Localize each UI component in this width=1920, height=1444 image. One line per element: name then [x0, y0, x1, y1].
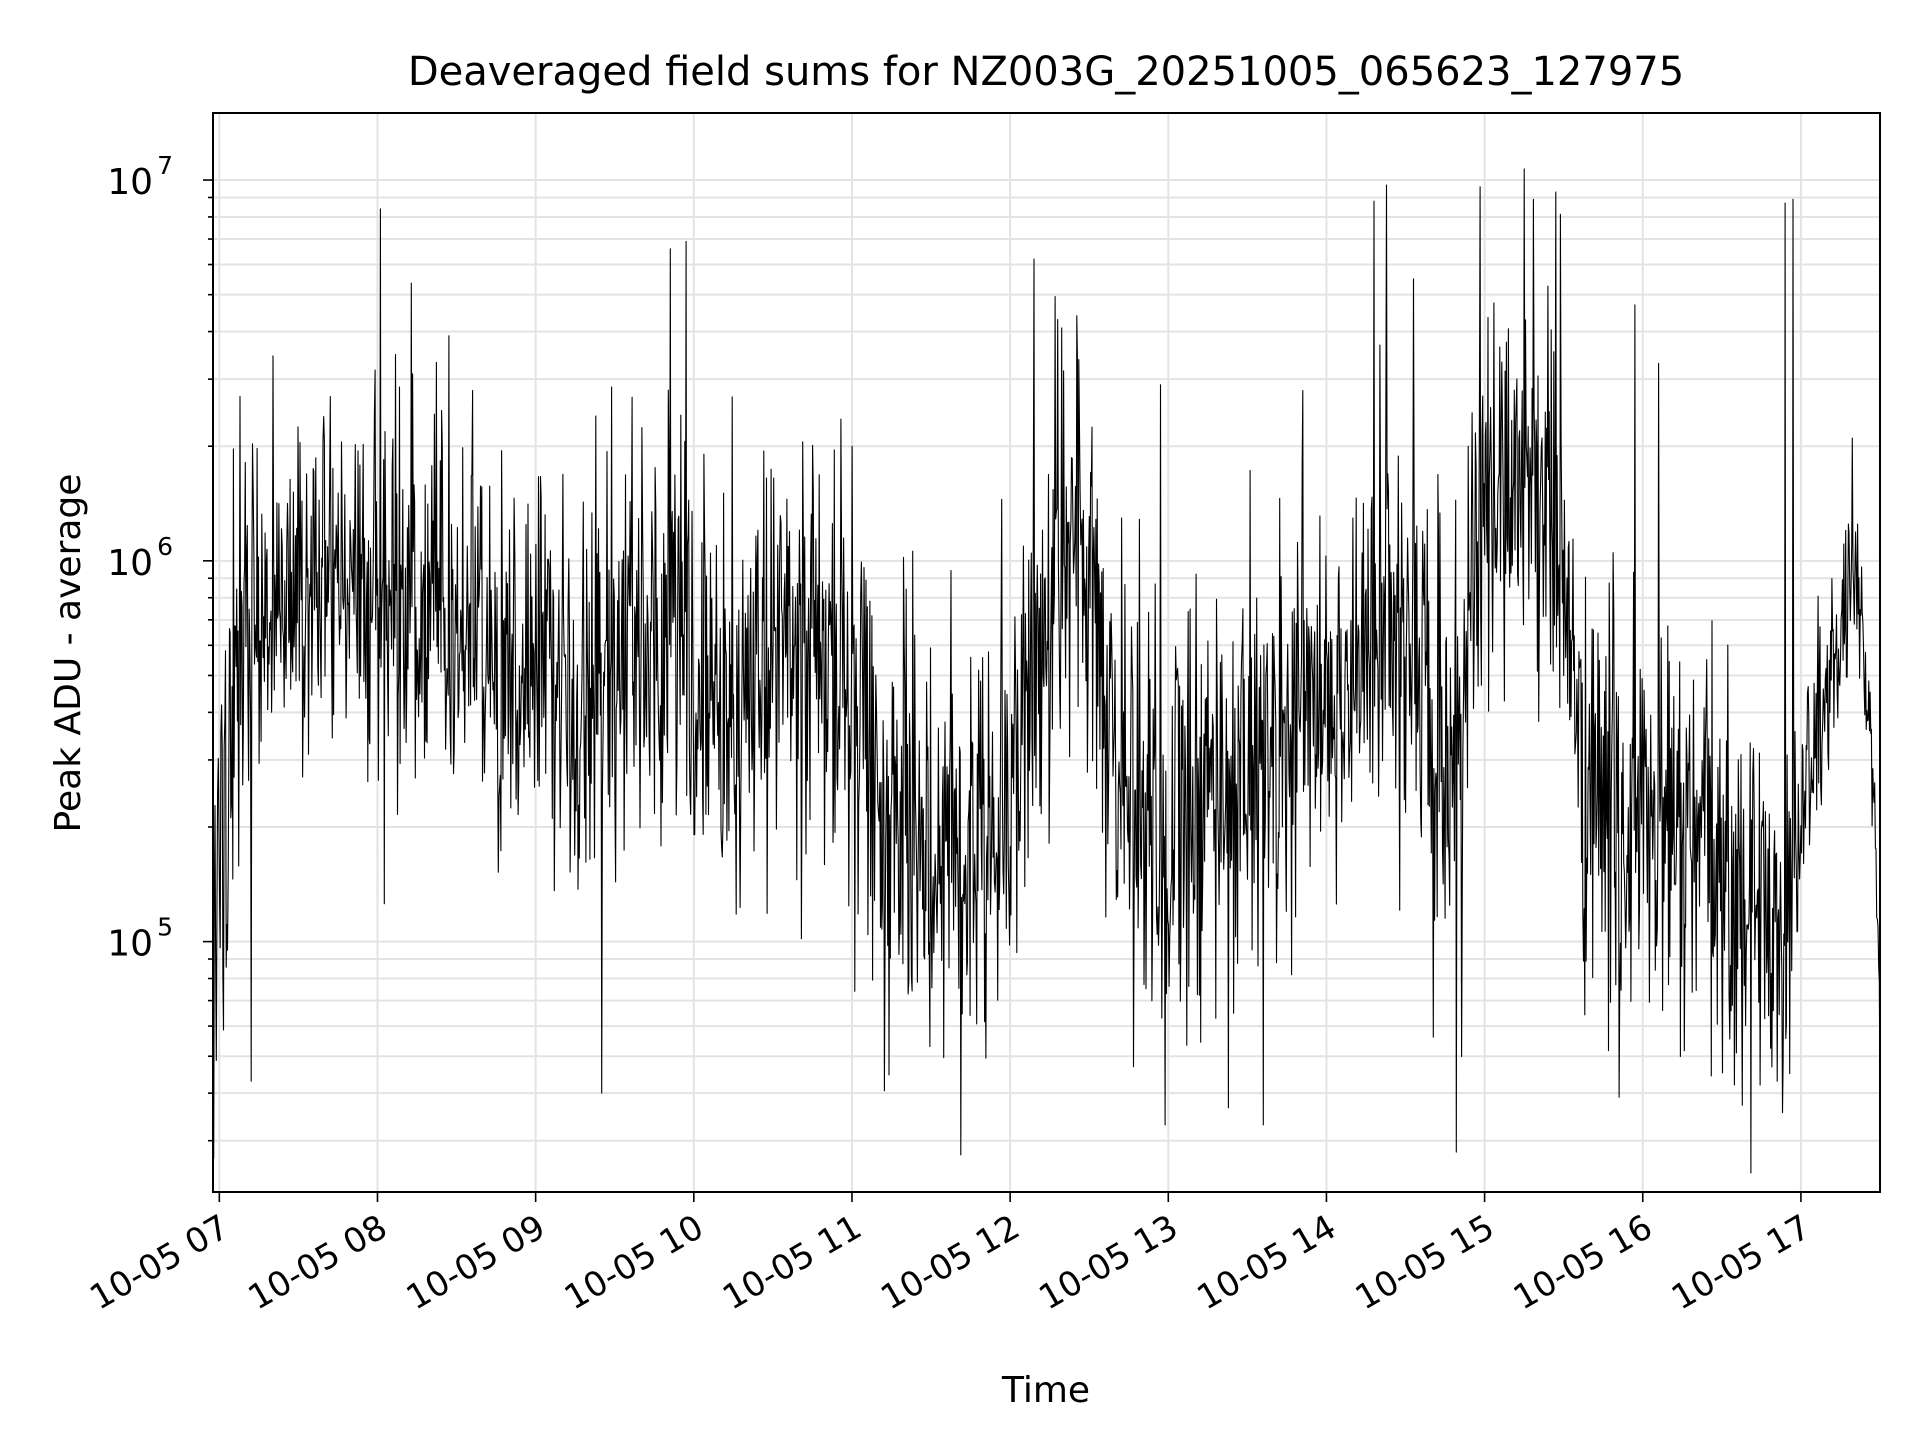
- y-tick-label: 10: [107, 924, 153, 965]
- y-tick-label: 10: [107, 162, 153, 203]
- y-axis-label: Peak ADU - average: [48, 474, 89, 833]
- plot-frame: [212, 112, 1881, 1193]
- series-line: [212, 168, 1881, 1174]
- y-tick-exponent: 6: [157, 532, 173, 561]
- y-tick-exponent: 7: [157, 151, 173, 180]
- y-tick-exponent: 5: [157, 913, 173, 942]
- series-line-group: [212, 168, 1881, 1174]
- grid: [213, 113, 1880, 1192]
- x-axis-label: Time: [1001, 1370, 1090, 1411]
- y-tick-label: 10: [107, 543, 153, 584]
- chart-title: Deaveraged field sums for NZ003G_2025100…: [408, 49, 1684, 95]
